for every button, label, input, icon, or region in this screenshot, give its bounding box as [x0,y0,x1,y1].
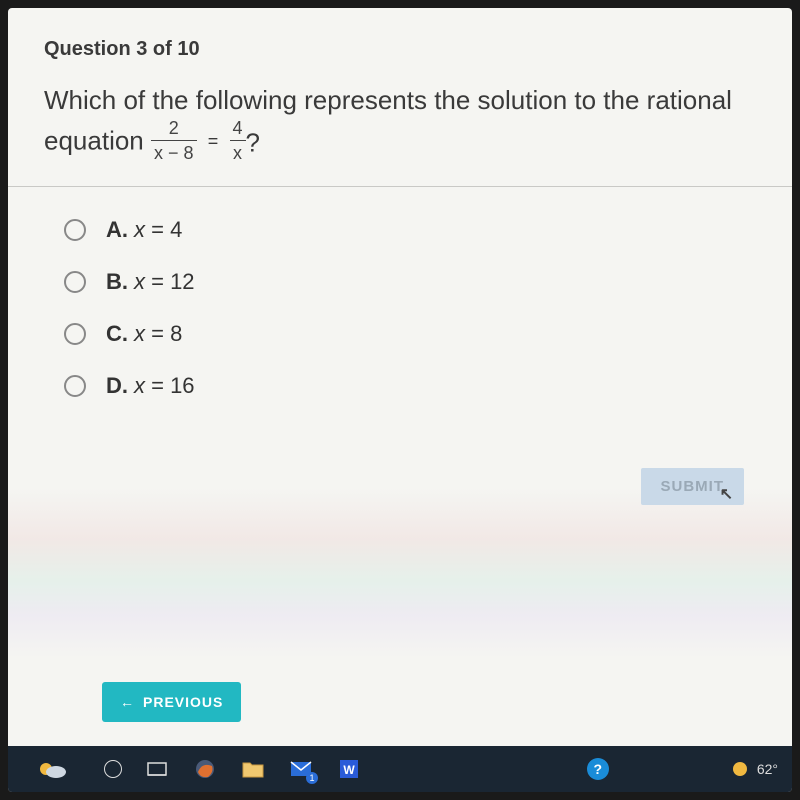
weather-icon[interactable] [22,754,82,784]
mail-badge: 1 [306,772,318,784]
radio-icon[interactable] [64,219,86,241]
radio-icon[interactable] [64,375,86,397]
options-list: A. x = 4 B. x = 12 C. x = 8 D. x = 16 [44,217,756,399]
question-text: Which of the following represents the so… [44,83,756,168]
radio-icon[interactable] [64,323,86,345]
cortana-icon[interactable] [104,760,122,778]
taskbar: 1 W ? 62° [8,746,792,792]
question-lead2: equation [44,126,144,156]
frac2-den: x [230,141,246,165]
temperature: 62° [757,761,778,777]
option-value: x = 12 [134,269,195,295]
frac1-num: 2 [151,116,197,141]
option-b[interactable]: B. x = 12 [64,269,756,295]
option-value: x = 8 [134,321,182,347]
task-view-icon[interactable] [144,756,170,782]
mail-icon[interactable]: 1 [288,756,314,782]
option-letter: A. [106,217,128,243]
svg-text:W: W [343,763,355,777]
submit-label: SUBMIT [661,478,725,495]
file-explorer-icon[interactable] [240,756,266,782]
fraction-1: 2 x − 8 [151,116,197,166]
screen-glare [8,488,792,658]
question-lead: Which of the following represents the so… [44,85,732,115]
option-a[interactable]: A. x = 4 [64,217,756,243]
option-value: x = 16 [134,373,195,399]
arrow-left-icon: ← [120,694,135,710]
option-letter: D. [106,373,128,399]
question-panel: Question 3 of 10 Which of the following … [8,8,792,399]
help-icon[interactable]: ? [587,758,609,780]
frac2-num: 4 [230,116,246,141]
question-mark: ? [246,127,260,157]
word-icon[interactable]: W [336,756,362,782]
previous-label: PREVIOUS [143,694,223,710]
divider [8,186,792,187]
option-d[interactable]: D. x = 16 [64,373,756,399]
app-screen: Question 3 of 10 Which of the following … [8,8,792,792]
previous-button[interactable]: ← PREVIOUS [102,682,241,722]
taskbar-right: 62° [733,761,778,777]
submit-button[interactable]: SUBMIT ↖ [641,468,745,505]
frac1-den: x − 8 [151,141,197,165]
option-value: x = 4 [134,217,182,243]
firefox-icon[interactable] [192,756,218,782]
question-counter: Question 3 of 10 [44,38,756,61]
option-c[interactable]: C. x = 8 [64,321,756,347]
option-letter: B. [106,269,128,295]
cursor-icon: ↖ [720,484,734,504]
fraction-2: 4 x [230,116,246,166]
equals-sign: = [208,131,219,151]
radio-icon[interactable] [64,271,86,293]
weather-dot-icon[interactable] [733,762,747,776]
option-letter: C. [106,321,128,347]
